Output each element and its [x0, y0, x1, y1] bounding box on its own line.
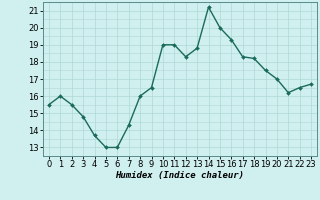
X-axis label: Humidex (Indice chaleur): Humidex (Indice chaleur) — [116, 171, 244, 180]
